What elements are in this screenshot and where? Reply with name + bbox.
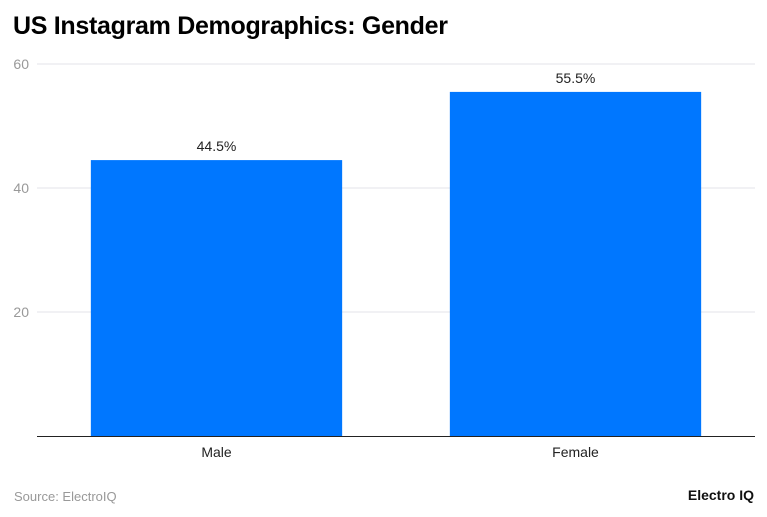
bar-female — [449, 91, 702, 437]
x-tick-label: Female — [552, 444, 599, 460]
y-tick-label: 20 — [13, 304, 29, 320]
data-label: 55.5% — [556, 70, 596, 86]
x-tick-label: Male — [201, 444, 232, 460]
y-tick-label: 60 — [13, 56, 29, 72]
chart-title: US Instagram Demographics: Gender — [13, 12, 448, 40]
y-tick-label: 40 — [13, 180, 29, 196]
bar-male — [90, 160, 343, 436]
source-note: Source: ElectroIQ — [14, 489, 117, 504]
brand-logo: Electro IQ — [687, 487, 754, 503]
data-label: 44.5% — [197, 138, 237, 154]
